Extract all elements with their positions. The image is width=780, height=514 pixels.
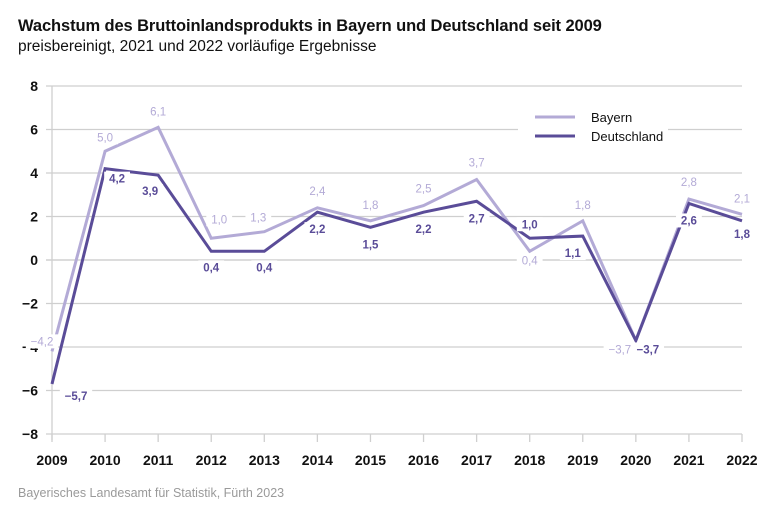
x-tick-label: 2017 bbox=[461, 452, 492, 468]
data-label-bayern: 1,8 bbox=[362, 200, 378, 212]
data-label-bayern: 1,0 bbox=[211, 214, 227, 226]
data-label-bayern: 6,1 bbox=[150, 106, 166, 118]
data-label-background bbox=[304, 183, 331, 198]
x-tick-label: 2012 bbox=[196, 452, 227, 468]
data-label-deutschland: 1,8 bbox=[734, 229, 751, 241]
data-label-deutschland: 0,4 bbox=[256, 262, 273, 274]
data-label-bayern: 2,1 bbox=[734, 193, 750, 205]
data-label-bayern: 2,4 bbox=[309, 186, 326, 198]
data-label-background bbox=[206, 212, 233, 227]
data-label-background bbox=[516, 217, 543, 232]
data-label-deutschland: −3,7 bbox=[636, 344, 659, 356]
data-label-background bbox=[463, 211, 490, 226]
x-tick-label: 2021 bbox=[673, 452, 704, 468]
data-label-bayern: 1,8 bbox=[575, 200, 591, 212]
data-label-deutschland: 1,5 bbox=[362, 239, 379, 251]
data-label-background bbox=[676, 213, 702, 228]
data-label-background bbox=[198, 260, 225, 275]
x-tick-label: 2018 bbox=[514, 452, 545, 468]
data-label-bayern: −3,7 bbox=[608, 344, 631, 356]
data-label-background bbox=[304, 222, 331, 237]
x-tick-label: 2015 bbox=[355, 452, 386, 468]
data-label-background bbox=[145, 104, 172, 119]
data-label-deutschland: 1,0 bbox=[522, 219, 538, 231]
x-tick-label: 2022 bbox=[726, 452, 757, 468]
y-tick-label: −6 bbox=[22, 383, 38, 399]
data-label-background bbox=[251, 260, 278, 275]
data-label-background bbox=[603, 342, 637, 357]
legend-background bbox=[518, 105, 668, 150]
data-label-deutschland: −5,7 bbox=[65, 391, 88, 403]
data-label-background bbox=[676, 175, 702, 190]
axes: 86420−2−4−6−8200920102011201220132014201… bbox=[22, 78, 758, 468]
data-label-bayern: −4,2 bbox=[31, 336, 54, 348]
data-label-deutschland: 3,9 bbox=[142, 186, 158, 198]
series-line-bayern bbox=[50, 125, 743, 352]
x-tick-label: 2016 bbox=[408, 452, 439, 468]
y-tick-label: 0 bbox=[30, 252, 38, 268]
y-tick-label: −2 bbox=[22, 296, 38, 312]
chart-title: Wachstum des Bruttoinlandsprodukts in Ba… bbox=[18, 17, 602, 35]
data-label-bayern: 1,3 bbox=[250, 213, 266, 225]
x-tick-label: 2010 bbox=[89, 452, 120, 468]
data-label-deutschland: 2,6 bbox=[681, 215, 697, 227]
data-label-deutschland: 2,2 bbox=[309, 224, 325, 236]
y-tick-label: 2 bbox=[30, 209, 38, 225]
data-label-bayern: 2,8 bbox=[681, 177, 697, 189]
data-label-background bbox=[104, 171, 130, 186]
data-label-background bbox=[59, 388, 93, 403]
y-tick-label: −8 bbox=[22, 426, 38, 442]
chart-subtitle: preisbereinigt, 2021 und 2022 vorläufige… bbox=[18, 38, 377, 55]
data-label-background bbox=[729, 191, 755, 206]
data-label-background bbox=[559, 246, 586, 261]
series-lines bbox=[50, 125, 743, 385]
data-label-deutschland: 2,2 bbox=[416, 224, 432, 236]
source-note: Bayerisches Landesamt für Statistik, Für… bbox=[18, 486, 285, 500]
data-label-background bbox=[410, 222, 437, 237]
series-line-deutschland bbox=[50, 166, 743, 385]
data-label-bayern: 2,5 bbox=[416, 184, 432, 196]
data-label-background bbox=[25, 334, 59, 349]
data-label-background bbox=[92, 130, 118, 145]
x-tick-label: 2014 bbox=[302, 452, 333, 468]
legend-label-bayern: Bayern bbox=[591, 110, 632, 125]
data-label-deutschland: 0,4 bbox=[203, 262, 220, 274]
data-label-background bbox=[463, 155, 490, 170]
data-label-background bbox=[357, 197, 384, 212]
x-tick-label: 2011 bbox=[143, 452, 174, 468]
data-label-background bbox=[569, 197, 596, 212]
data-label-deutschland: 1,1 bbox=[565, 248, 582, 260]
data-label-bayern: 0,4 bbox=[522, 255, 539, 267]
x-tick-label: 2013 bbox=[249, 452, 280, 468]
data-label-background bbox=[729, 226, 755, 241]
x-tick-label: 2009 bbox=[36, 452, 67, 468]
data-label-bayern: 3,7 bbox=[469, 158, 485, 170]
data-label-background bbox=[631, 342, 665, 357]
y-tick-label: 6 bbox=[30, 122, 38, 138]
data-label-background bbox=[137, 184, 164, 199]
y-tick-label: 4 bbox=[30, 165, 38, 181]
data-label-background bbox=[410, 181, 437, 196]
data-label-deutschland: 2,7 bbox=[469, 213, 485, 225]
legend-label-deutschland: Deutschland bbox=[591, 129, 663, 144]
data-labels: −4,2 5,0 6,1 1,0 1,3 2,4 1,8 2,5 3,7 0,4 1,8 −3,7 2,… bbox=[25, 104, 755, 403]
x-tick-label: 2020 bbox=[620, 452, 651, 468]
data-label-bayern: 5,0 bbox=[97, 132, 113, 144]
data-label-background bbox=[245, 210, 272, 225]
data-label-background bbox=[357, 237, 384, 252]
data-label-background bbox=[516, 253, 543, 268]
data-label-deutschland: 4,2 bbox=[109, 174, 125, 186]
x-tick-label: 2019 bbox=[567, 452, 598, 468]
legend: Bayern Deutschland bbox=[518, 105, 668, 150]
y-tick-label: 8 bbox=[30, 78, 38, 94]
